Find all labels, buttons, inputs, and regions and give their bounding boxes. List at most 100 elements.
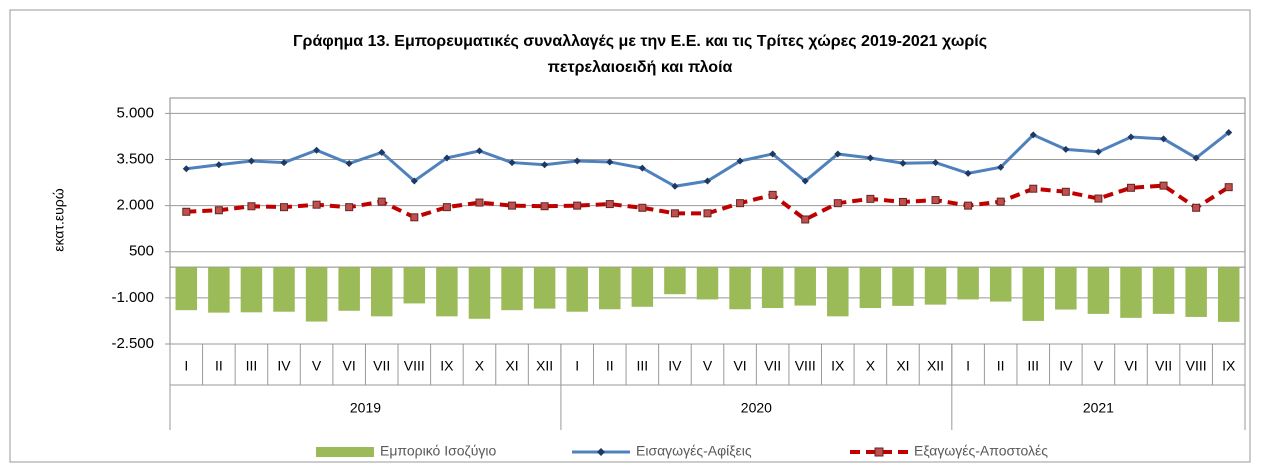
x-tick-label: VIII	[404, 358, 425, 374]
x-tick-label: V	[312, 358, 322, 374]
x-tick-label: V	[1094, 358, 1104, 374]
marker	[182, 165, 190, 173]
x-tick-label: IV	[668, 358, 682, 374]
bar	[208, 267, 230, 313]
marker	[475, 198, 484, 207]
x-tick-label: XI	[505, 358, 518, 374]
marker	[378, 148, 386, 156]
bar	[664, 267, 686, 295]
bar	[1055, 267, 1077, 310]
bar	[240, 267, 263, 313]
x-tick-label: II	[997, 358, 1005, 374]
chart-title: Γράφημα 13. Εμπορευματικές συναλλαγές με…	[293, 33, 987, 50]
bar	[989, 267, 1012, 302]
bar	[436, 267, 458, 317]
marker	[1192, 154, 1200, 162]
marker	[638, 203, 647, 212]
marker	[247, 157, 255, 165]
marker	[410, 177, 418, 185]
marker	[768, 190, 777, 199]
marker	[345, 159, 353, 167]
marker	[312, 200, 321, 209]
marker	[931, 196, 940, 205]
x-tick-label: I	[184, 358, 188, 374]
marker	[704, 177, 711, 185]
marker	[475, 147, 483, 155]
marker	[1094, 194, 1103, 203]
bar	[468, 267, 491, 319]
marker	[1159, 181, 1168, 190]
marker	[573, 157, 581, 165]
x-tick-label: VIII	[795, 358, 816, 374]
bar	[338, 267, 360, 311]
x-tick-label: V	[703, 358, 713, 374]
bar	[501, 267, 523, 311]
y-axis-label: εκατ.ευρώ	[51, 188, 67, 251]
bar	[175, 267, 198, 311]
bar	[729, 267, 751, 310]
marker	[964, 201, 973, 210]
x-tick-label: XI	[896, 358, 909, 374]
chart-frame	[9, 9, 1251, 463]
marker	[736, 199, 745, 208]
marker	[606, 158, 614, 166]
marker	[1126, 183, 1135, 192]
x-tick-label: III	[246, 358, 258, 374]
marker	[1061, 187, 1070, 196]
marker	[442, 203, 451, 212]
x-tick-label: VII	[764, 358, 781, 374]
bar	[403, 267, 426, 304]
marker	[1062, 145, 1070, 153]
bar	[859, 267, 882, 309]
bar	[1152, 267, 1175, 314]
marker	[670, 209, 679, 218]
x-tick-label: III	[637, 358, 649, 374]
marker	[1160, 135, 1168, 143]
x-tick-label: IX	[440, 358, 454, 374]
bar	[273, 267, 295, 312]
x-tick-label: X	[475, 358, 485, 374]
bar	[1217, 267, 1240, 322]
bar	[957, 267, 979, 300]
x-tick-label: X	[866, 358, 876, 374]
bar	[599, 267, 621, 310]
marker	[833, 199, 842, 208]
bar	[533, 267, 556, 309]
legend-marker	[597, 448, 605, 456]
x-tick-label: VI	[1124, 358, 1137, 374]
marker	[736, 157, 744, 165]
marker	[377, 197, 386, 206]
x-tick-label: II	[215, 358, 223, 374]
bar	[794, 267, 816, 306]
bar	[631, 267, 654, 307]
y-tick-label: 2.000	[116, 197, 154, 214]
x-tick-label: IV	[1059, 358, 1073, 374]
x-tick-label: IX	[1222, 358, 1236, 374]
marker	[996, 197, 1005, 206]
bar	[566, 267, 588, 312]
y-tick-label: -1.000	[111, 289, 154, 306]
marker	[801, 215, 810, 224]
marker	[1224, 183, 1233, 192]
marker	[801, 177, 809, 185]
bar	[305, 267, 328, 322]
bar	[924, 267, 947, 305]
x-tick-label: XII	[927, 358, 944, 374]
marker	[605, 200, 614, 209]
x-tick-label: VII	[1155, 358, 1172, 374]
x-tick-label: VI	[733, 358, 746, 374]
bar	[1087, 267, 1110, 314]
marker	[540, 202, 549, 211]
marker	[964, 169, 972, 177]
marker	[769, 150, 777, 158]
bar	[1185, 267, 1207, 317]
marker	[410, 213, 419, 222]
y-tick-label: -2.500	[111, 335, 154, 352]
x-group-label: 2021	[1083, 400, 1114, 416]
legend-label: Εμπορικό Ισοζύγιο	[380, 443, 496, 459]
legend-marker	[874, 447, 884, 457]
marker	[1029, 184, 1038, 193]
legend-swatch	[316, 447, 374, 457]
legend-label: Εξαγωγές-Αποστολές	[914, 443, 1048, 459]
